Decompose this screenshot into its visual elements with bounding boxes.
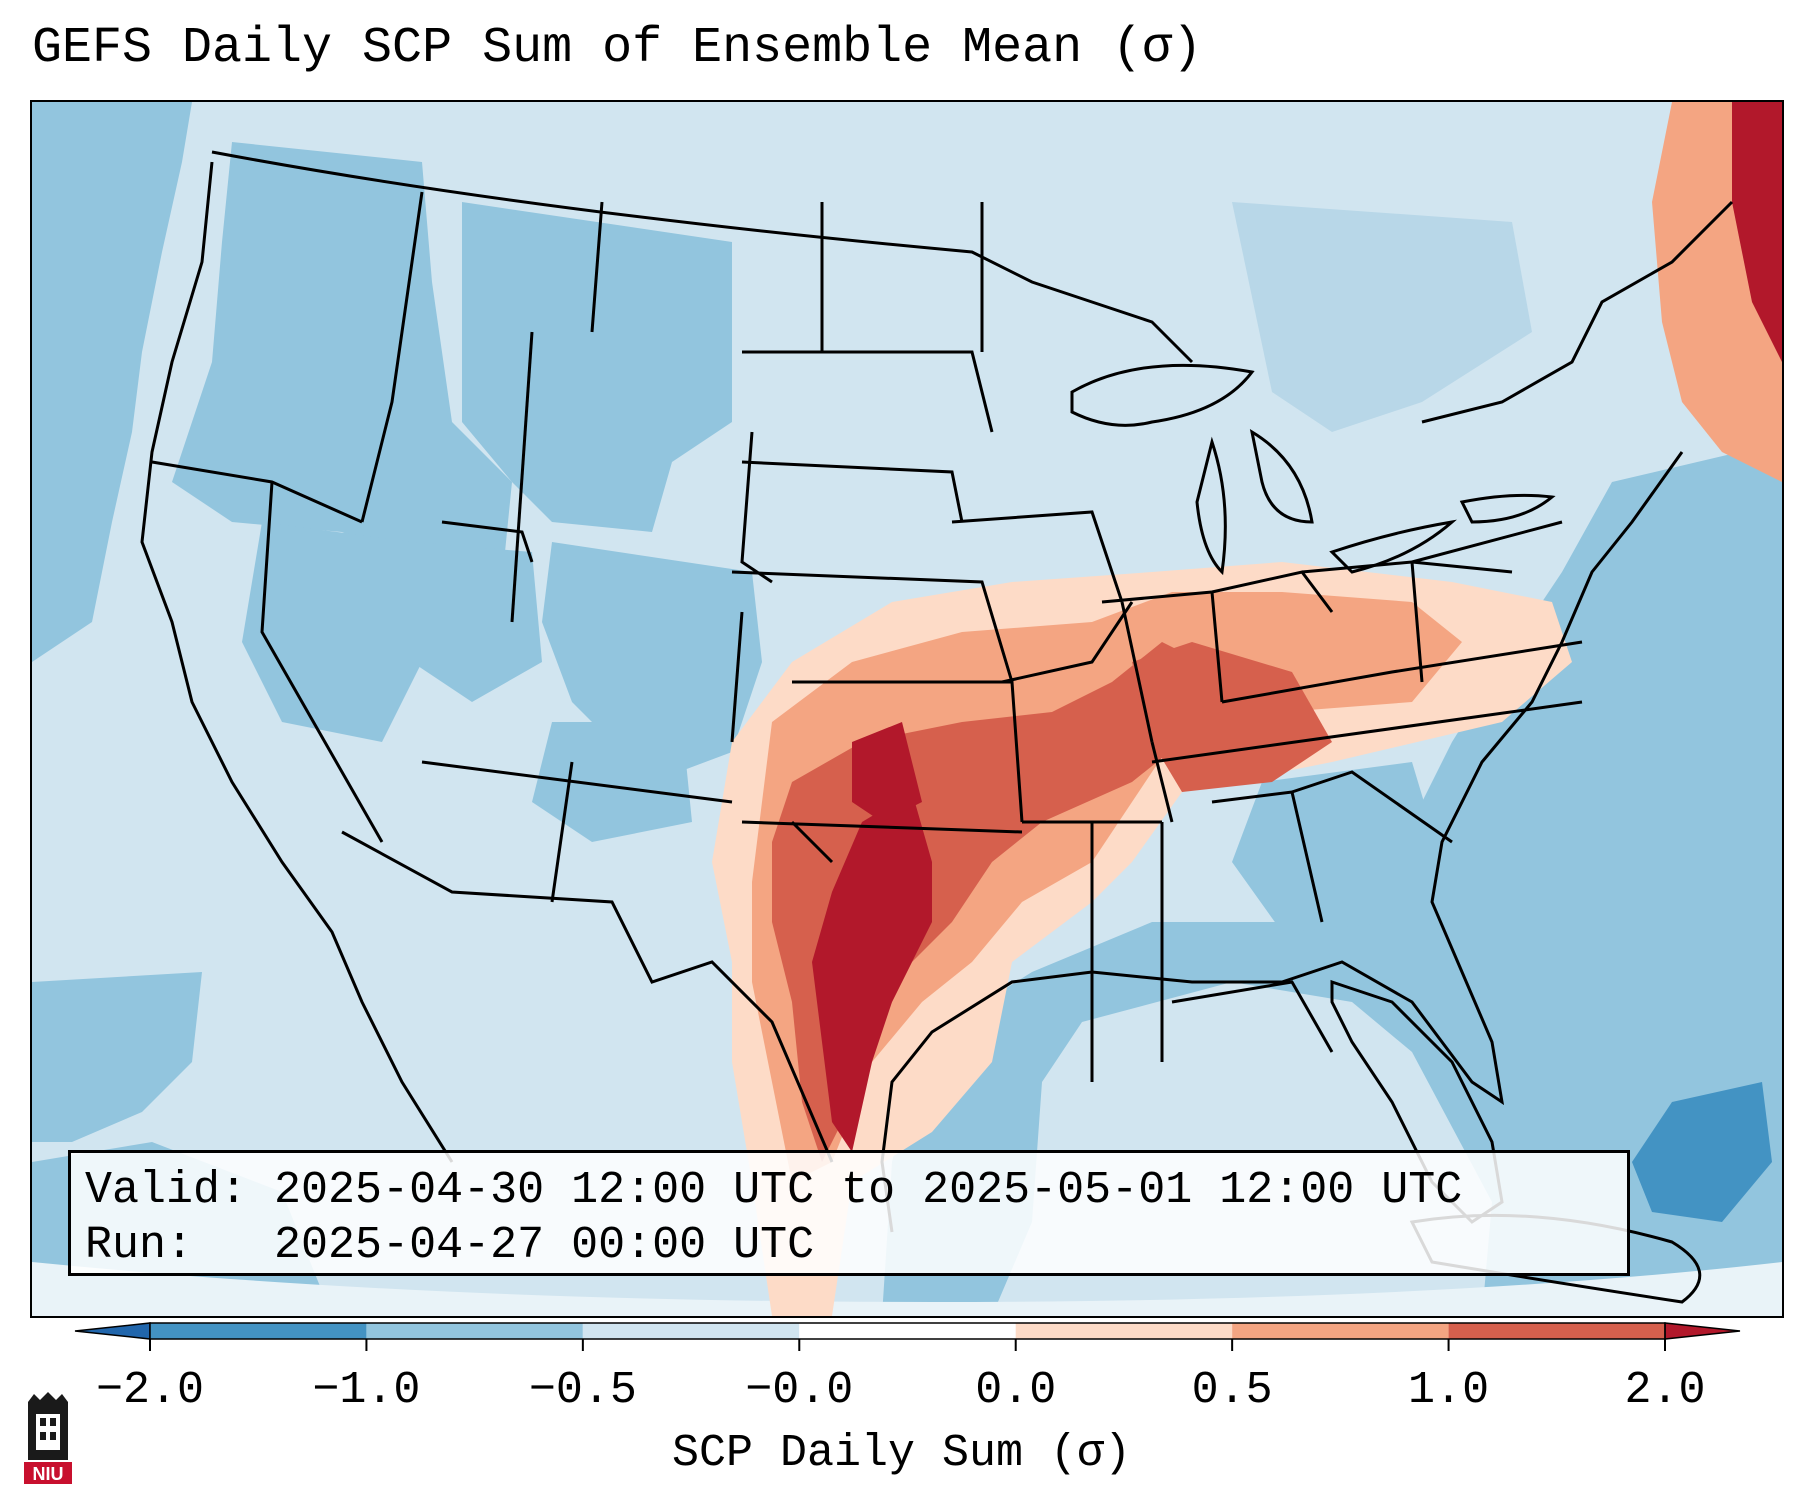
new-mexico-blue	[532, 722, 692, 842]
colorbar-tick-label: 0.0	[975, 1365, 1057, 1416]
lake-ontario	[1459, 493, 1556, 524]
pacific-blue-region	[32, 102, 192, 662]
scp-dark-red-core-north	[852, 722, 922, 822]
scp-map	[32, 102, 1782, 1316]
colorbar-tick-label: 1.0	[1408, 1365, 1490, 1416]
niu-university-logo: NIU	[24, 1392, 72, 1484]
colorbar-segment	[1015, 1323, 1233, 1339]
colorbar-under-arrow	[74, 1322, 151, 1340]
lake-huron	[1249, 428, 1314, 524]
us-canada-border	[211, 150, 1194, 364]
south-white-strip	[32, 1262, 1782, 1316]
colorbar-tick-label: 2.0	[1624, 1365, 1706, 1416]
map-title: GEFS Daily SCP Sum of Ensemble Mean (σ)	[32, 20, 1203, 77]
scp-red-region-north	[1132, 642, 1332, 792]
colorbar-segment	[799, 1323, 1016, 1339]
great-lakes	[1070, 363, 1556, 576]
us-mexico-border	[341, 830, 834, 1163]
colorbar	[74, 1322, 1741, 1351]
scp-dark-red-core	[812, 792, 932, 1152]
lake-michigan	[1195, 436, 1227, 576]
colorbar-over-arrow	[1664, 1322, 1741, 1340]
caribbean-deep-blue	[1632, 1082, 1772, 1222]
valid-value: 2025-04-30 12:00 UTC to 2025-05-01 12:00…	[274, 1165, 1463, 1216]
colorbar-tick-label: −2.0	[95, 1365, 205, 1416]
colorbar-segment	[1232, 1323, 1449, 1339]
pacific-coast	[140, 161, 454, 1163]
colorbar-frame	[149, 1322, 1666, 1340]
canada-northeast-blue	[1232, 202, 1532, 432]
colorbar-tick-label: −0.0	[745, 1365, 854, 1416]
rockies-blue-region	[462, 202, 732, 532]
run-value: 2025-04-27 00:00 UTC	[274, 1220, 815, 1271]
colorbar-label: SCP Daily Sum (σ)	[671, 1428, 1132, 1479]
state-borders	[140, 150, 1734, 1233]
atlantic-coast	[880, 451, 1684, 1233]
colorbar-segment	[582, 1323, 800, 1339]
validity-info-box: Valid: 2025-04-30 12:00 UTC to 2025-05-0…	[68, 1150, 1630, 1276]
colorbar-segment	[150, 1323, 367, 1339]
southeast-blue-region	[1232, 762, 1442, 932]
utah-blue	[412, 542, 542, 702]
us-canada-border-east	[1421, 200, 1734, 424]
colorbar-segment	[366, 1323, 583, 1339]
northeast-dark-red	[1732, 102, 1782, 362]
lake-superior	[1070, 363, 1255, 427]
great-basin-blue	[242, 522, 422, 742]
run-label: Run:	[85, 1220, 194, 1271]
valid-label: Valid:	[85, 1165, 248, 1216]
map-panel	[30, 100, 1784, 1318]
colorbar-segment	[1448, 1323, 1665, 1339]
colorbar-tick-label: −0.5	[528, 1365, 637, 1416]
northwest-blue-region	[172, 142, 512, 582]
lake-erie	[1329, 519, 1457, 574]
colorbar-tick-label: 0.5	[1191, 1365, 1273, 1416]
pacific-blue-region-south	[32, 972, 202, 1142]
colorbar-tick-label: −1.0	[312, 1365, 421, 1416]
logo-text: NIU	[33, 1464, 64, 1484]
